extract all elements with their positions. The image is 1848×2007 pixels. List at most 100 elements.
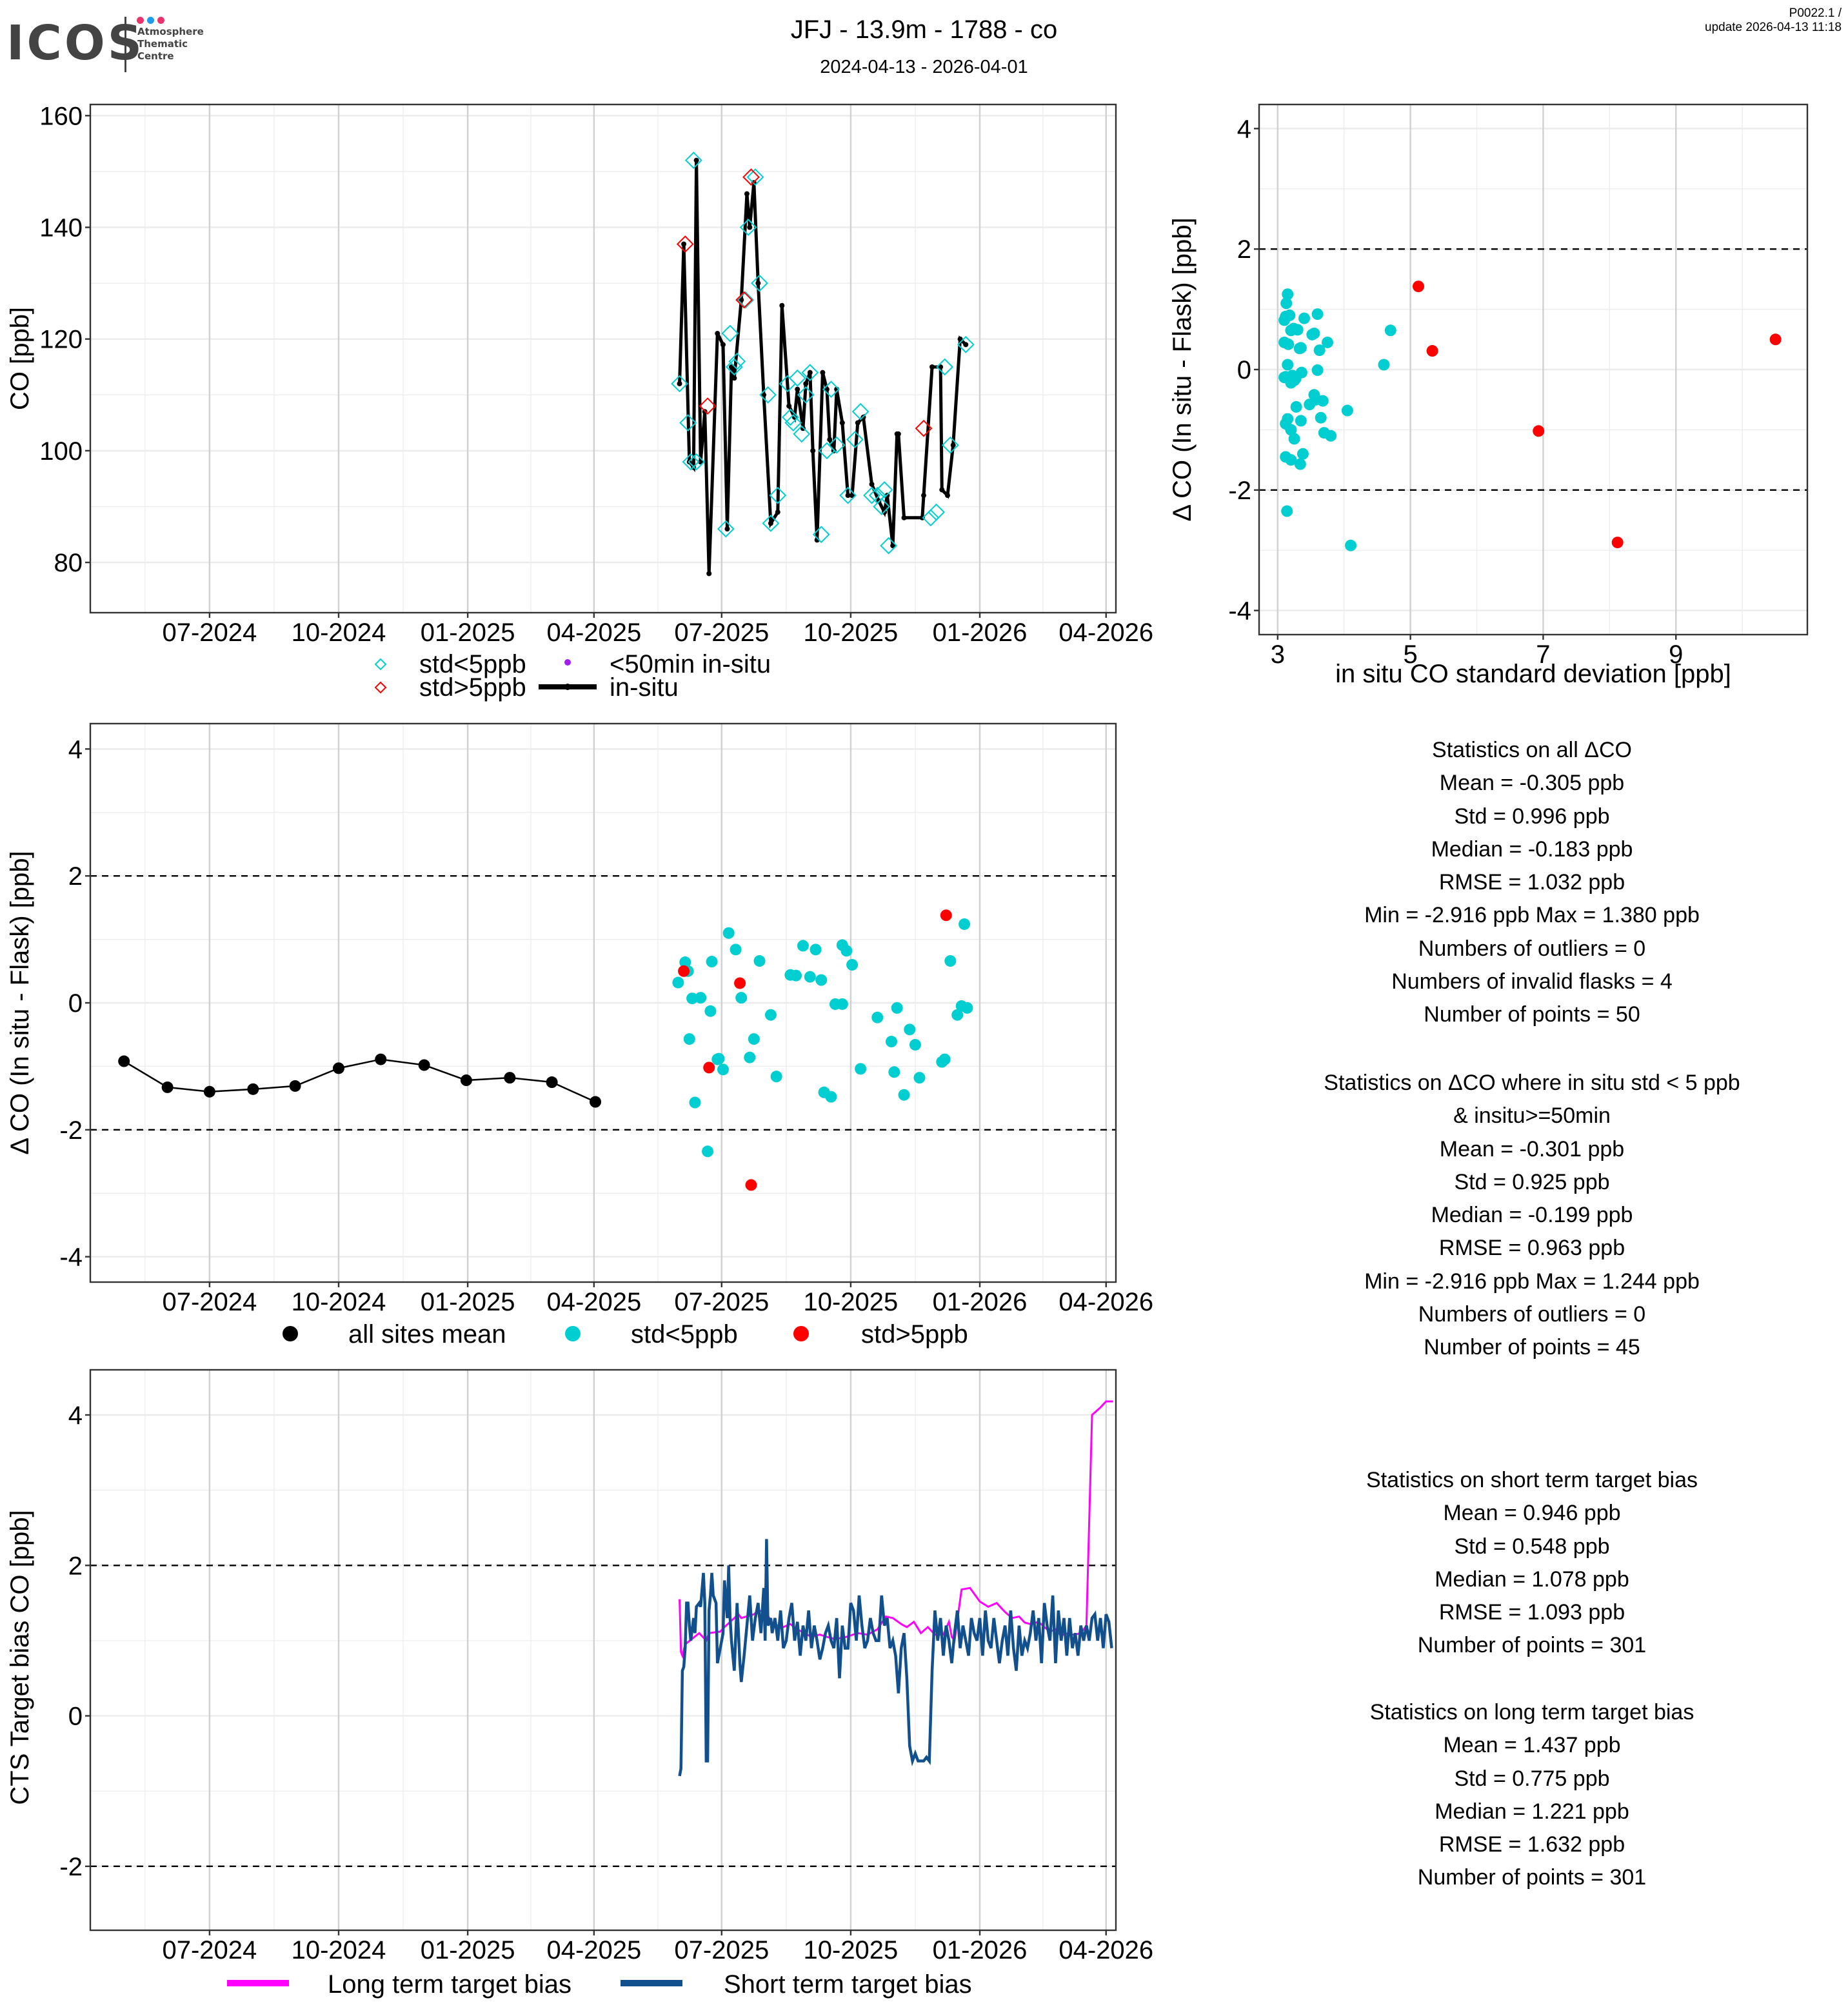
in-situ-point [747, 224, 753, 230]
legend-label: std<5ppb [419, 650, 526, 678]
in-situ-point [855, 420, 860, 426]
y-tick-label: -2 [59, 1853, 83, 1881]
scatter-point-std-lt5 [1282, 359, 1294, 371]
legend-label: all sites mean [348, 1320, 506, 1349]
scatter-point-std-lt5 [1294, 458, 1306, 470]
short-term-bias-line [678, 1539, 1113, 1777]
scatter-point-std-lt5 [1378, 359, 1390, 371]
scatter-point-std-lt5 [1281, 505, 1293, 517]
y-tick-label: 4 [1237, 115, 1251, 143]
flask-std-lt5-marker [717, 520, 735, 538]
delta-point-std-lt5 [679, 956, 691, 969]
flask-std-lt5-marker [851, 402, 869, 420]
delta-point-std-lt5 [683, 1033, 695, 1045]
stats-line: Std = 0.996 ppb [1454, 804, 1610, 829]
stats-line: Min = -2.916 ppb Max = 1.380 ppb [1364, 903, 1700, 928]
delta-point-std-lt5 [825, 1091, 837, 1103]
stats-line: Median = 1.078 ppb [1435, 1567, 1629, 1592]
delta-point-std-lt5 [904, 1023, 916, 1036]
y-tick-label: 0 [1237, 356, 1251, 384]
delta-point-std-lt5 [686, 993, 699, 1005]
flask-std-lt5-marker [784, 414, 802, 431]
stats-line: Std = 0.548 ppb [1454, 1534, 1610, 1559]
in-situ-point [677, 381, 682, 386]
y-tick-label: 2 [1237, 235, 1251, 264]
x-tick-label: 07-2024 [162, 1288, 257, 1316]
y-tick-label: -4 [1228, 597, 1251, 626]
flask-std-lt5-marker [936, 358, 954, 376]
version-info: P0022.1 / update 2026-04-13 11:18 [1705, 6, 1842, 35]
flask-std-lt5-marker [759, 386, 777, 404]
delta-point-std-lt5 [939, 1053, 951, 1065]
x-tick-label: 01-2026 [933, 1288, 1028, 1316]
x-tick-label: 10-2025 [804, 1936, 899, 1964]
flask-std-lt5-marker [682, 453, 700, 471]
delta-point-std-lt5 [898, 1089, 910, 1101]
flask-std-lt5-marker [880, 537, 898, 555]
y-tick-label: 140 [39, 214, 83, 242]
scatter-point-std-lt5 [1311, 308, 1324, 321]
legend-diamond-icon [374, 681, 387, 694]
legend-dot-icon [793, 1326, 809, 1341]
x-tick-label: 10-2024 [292, 1288, 386, 1316]
stats-line: RMSE = 0.963 ppb [1438, 1236, 1625, 1261]
all-sites-mean-point [203, 1085, 215, 1098]
stats-line: Mean = -0.301 ppb [1439, 1136, 1625, 1162]
x-tick-label: 04-2026 [1058, 1288, 1153, 1316]
legend-label: <50min in-situ [610, 650, 771, 678]
legend-dot-icon [564, 659, 571, 666]
stats-line: RMSE = 1.093 ppb [1438, 1600, 1625, 1625]
flask-std-lt5-marker [863, 486, 880, 504]
y-tick-label: 4 [68, 735, 83, 764]
x-tick-label: 07-2024 [162, 618, 257, 647]
y-axis-label: Δ CO (In situ - Flask) [ppb] [1168, 217, 1197, 521]
plot-background [90, 104, 1116, 613]
scatter-point-std-lt5 [1295, 415, 1307, 427]
flask-std-lt5-marker [737, 291, 755, 309]
in-situ-point [775, 509, 780, 515]
y-tick-label: 100 [39, 437, 83, 466]
x-tick-label: 3 [1271, 640, 1285, 669]
x-tick-label: 04-2025 [546, 618, 641, 647]
flask-std-gt5-marker [735, 291, 753, 309]
scatter-point-std-lt5 [1284, 309, 1296, 321]
stats-line: Median = 1.221 ppb [1435, 1799, 1629, 1824]
in-situ-point [849, 493, 855, 499]
all-sites-mean-point [418, 1059, 430, 1071]
x-tick-label: 01-2026 [933, 1936, 1028, 1964]
x-tick-label: 01-2025 [421, 618, 515, 647]
in-situ-point [929, 364, 935, 370]
legend-label: Short term target bias [724, 1970, 972, 1999]
x-tick-label: 04-2026 [1058, 1936, 1153, 1964]
delta-point-std-lt5 [815, 974, 828, 986]
x-tick-label: 07-2025 [674, 1936, 769, 1964]
delta-point-std-lt5 [961, 1002, 973, 1014]
delta-point-std-lt5 [840, 945, 853, 957]
delta-point-std-lt5 [695, 992, 707, 1004]
flask-std-lt5-marker [875, 481, 893, 499]
y-tick-label: 2 [68, 862, 83, 891]
scatter-point-std-lt5 [1321, 336, 1333, 348]
stats-title: Statistics on long term target bias [1369, 1700, 1694, 1725]
in-situ-point [693, 157, 699, 163]
y-tick-label: 2 [68, 1552, 83, 1580]
legend-label: std>5ppb [419, 673, 526, 702]
flask-std-gt5-marker [676, 235, 694, 253]
all-sites-mean-point [118, 1055, 130, 1067]
scatter-point-std-lt5 [1280, 297, 1293, 310]
in-situ-point [795, 386, 800, 392]
scatter-point-std-lt5 [1315, 411, 1327, 424]
in-situ-point [939, 487, 945, 493]
flask-std-lt5-marker [728, 352, 746, 370]
in-situ-point [768, 520, 773, 526]
scatter-point-std-lt5 [1325, 430, 1337, 442]
delta-point-std-lt5 [909, 1038, 921, 1051]
delta-point-std-lt5 [770, 1071, 782, 1083]
stats-filtered-delta: Statistics on ΔCO where in situ std < 5 … [1264, 1067, 1800, 1365]
scatter-point-std-lt5 [1285, 424, 1297, 436]
stats-line: Number of points = 50 [1424, 1002, 1640, 1027]
flask-std-lt5-marker [928, 503, 946, 521]
x-tick-label: 10-2025 [804, 1288, 899, 1316]
delta-point-std-lt5 [959, 918, 971, 930]
in-situ-point [786, 403, 792, 409]
